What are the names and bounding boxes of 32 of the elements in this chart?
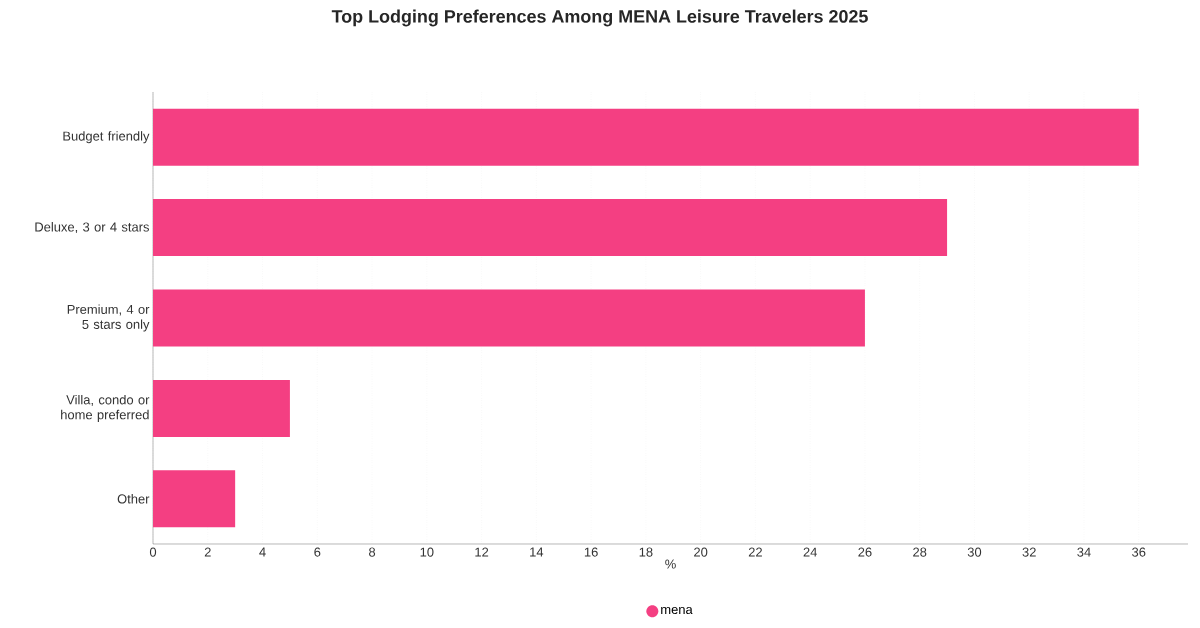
x-tick-label: 32 <box>1022 547 1036 557</box>
x-tick-label: 2 <box>204 547 211 557</box>
x-tick-label: 0 <box>149 547 157 557</box>
x-tick-label: 36 <box>1132 547 1146 557</box>
bar <box>153 108 1139 166</box>
bar <box>153 470 236 528</box>
x-tick-label: 12 <box>475 547 489 557</box>
bar <box>153 289 865 347</box>
x-tick-label: 18 <box>639 547 653 557</box>
legend-label: mena <box>661 606 693 615</box>
x-tick-label: 4 <box>259 547 266 557</box>
y-tick-label: Budget friendly <box>63 131 150 144</box>
x-tick-label: 20 <box>694 547 708 557</box>
x-tick-label: 28 <box>913 547 927 557</box>
x-tick-label: 26 <box>858 547 872 557</box>
x-tick-label: 8 <box>369 547 376 557</box>
x-tick-label: 34 <box>1077 547 1091 557</box>
x-tick-label: 22 <box>748 547 762 557</box>
y-tick-label: Premium, 4 or 5 stars only <box>67 304 150 332</box>
y-tick-label: Other <box>117 494 150 504</box>
x-axis-title: % <box>665 559 676 569</box>
chart-title: Top Lodging Preferences Among MENA Leisure Travelers 2025 <box>331 9 868 27</box>
x-tick-label: 6 <box>314 547 321 557</box>
x-tick-label: 30 <box>967 547 982 557</box>
bar <box>153 199 948 257</box>
bar <box>153 379 290 437</box>
y-tick-label: Villa, condo or home preferred <box>61 394 150 422</box>
y-tick-label: Deluxe, 3 or 4 stars <box>35 222 150 234</box>
x-tick-label: 14 <box>530 547 544 557</box>
x-tick-label: 16 <box>584 547 598 557</box>
x-tick-label: 24 <box>803 547 817 557</box>
x-tick-label: 10 <box>420 547 434 557</box>
